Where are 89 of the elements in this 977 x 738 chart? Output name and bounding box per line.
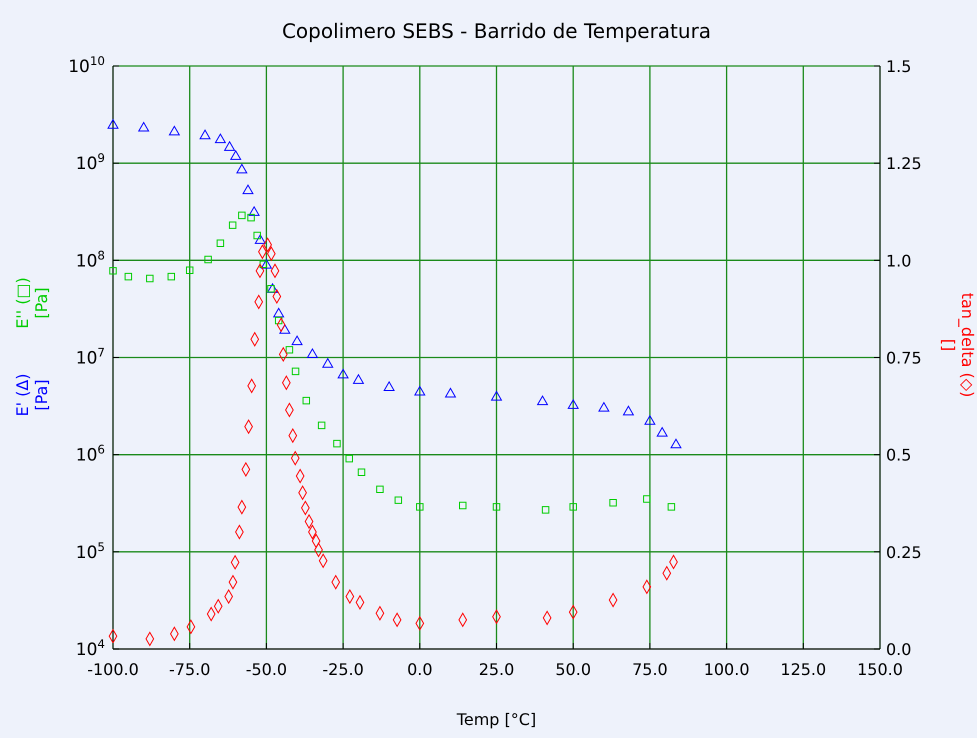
point (242, 184, 254, 194)
y2-tick-label: 1.25 (886, 154, 922, 174)
x-tick-label: 50.0 (555, 660, 592, 679)
point (542, 506, 550, 514)
point (394, 496, 402, 504)
point (569, 503, 577, 511)
point (214, 134, 226, 144)
point (292, 368, 300, 376)
point (236, 164, 248, 174)
point (274, 316, 282, 324)
point (491, 391, 502, 401)
point (384, 381, 395, 391)
point (286, 346, 294, 354)
y2-tick-label: 1.0 (886, 251, 912, 270)
x-tick-label: -100.0 (87, 660, 139, 679)
point (668, 503, 676, 511)
y2-tick-label: 1.5 (886, 57, 912, 76)
x-tick-label: 25.0 (478, 660, 514, 679)
point (306, 348, 318, 358)
chart-title: Copolimero SEBS - Barrido de Temperatura (282, 19, 712, 43)
x-tick-label: 0.0 (407, 660, 433, 679)
point (267, 283, 278, 293)
point (358, 468, 366, 476)
point (230, 150, 242, 160)
point (248, 206, 260, 216)
y-tick-label: 10$^{7}$ (76, 346, 105, 368)
point (273, 308, 284, 318)
point (322, 358, 334, 368)
point (416, 503, 424, 511)
y-tick-label: 10$^{6}$ (76, 442, 105, 466)
y-tick-label: 10$^{8}$ (76, 248, 105, 272)
y-tick-label: 10$^{4}$ (76, 637, 105, 660)
point (598, 402, 610, 412)
x-tick-label: 125.0 (780, 660, 826, 679)
point (656, 427, 668, 437)
point (333, 440, 341, 448)
text: E' (Δ) [Pa] (13, 373, 51, 417)
point (109, 267, 117, 275)
point (228, 221, 236, 229)
point (376, 486, 384, 494)
point (138, 122, 150, 132)
point (186, 266, 194, 274)
y-tick-label: 10$^{9}$ (76, 151, 105, 174)
point (568, 399, 579, 409)
point (254, 234, 266, 244)
text: tan_delta (◇) [] (939, 292, 977, 398)
x-tick-label: -50.0 (246, 660, 288, 679)
x-tick-label: 150.0 (857, 660, 903, 679)
point (200, 130, 210, 140)
point (168, 272, 176, 280)
y2-tick-label: 0.0 (886, 640, 912, 659)
point (292, 336, 303, 346)
point (644, 415, 656, 425)
x-tick-label: -75.0 (168, 660, 210, 679)
point (146, 274, 154, 282)
y-tick-label: 10$^{5}$ (76, 540, 105, 563)
x-axis-title: Temp [°C] (456, 710, 536, 729)
point (643, 495, 651, 503)
point (623, 406, 634, 416)
point (338, 368, 349, 378)
x-tick-label: 100.0 (704, 660, 750, 679)
point (238, 212, 246, 220)
point (414, 386, 426, 396)
point (302, 396, 310, 404)
point (670, 438, 682, 448)
text: E'' (□) [Pa] (13, 277, 51, 329)
y-tick-label: 10$^{10}$ (68, 54, 105, 77)
point (168, 126, 180, 136)
point (279, 324, 290, 334)
x-tick-label: 75.0 (632, 660, 668, 679)
point (247, 214, 255, 222)
point (224, 141, 236, 151)
point (492, 503, 500, 511)
y2-tick-label: 0.5 (886, 446, 912, 465)
point (459, 502, 466, 510)
point (204, 256, 212, 264)
point (445, 388, 456, 398)
x-tick-label: -25.0 (322, 660, 364, 679)
point (353, 374, 364, 384)
y2-tick-label: 0.75 (886, 348, 922, 368)
point (345, 454, 353, 462)
point (609, 499, 617, 506)
point (108, 119, 118, 129)
point (318, 422, 326, 430)
point (216, 239, 224, 247)
point (260, 259, 272, 269)
point (537, 396, 548, 406)
y2-tick-label: 0.25 (886, 542, 922, 562)
point (124, 272, 132, 280)
